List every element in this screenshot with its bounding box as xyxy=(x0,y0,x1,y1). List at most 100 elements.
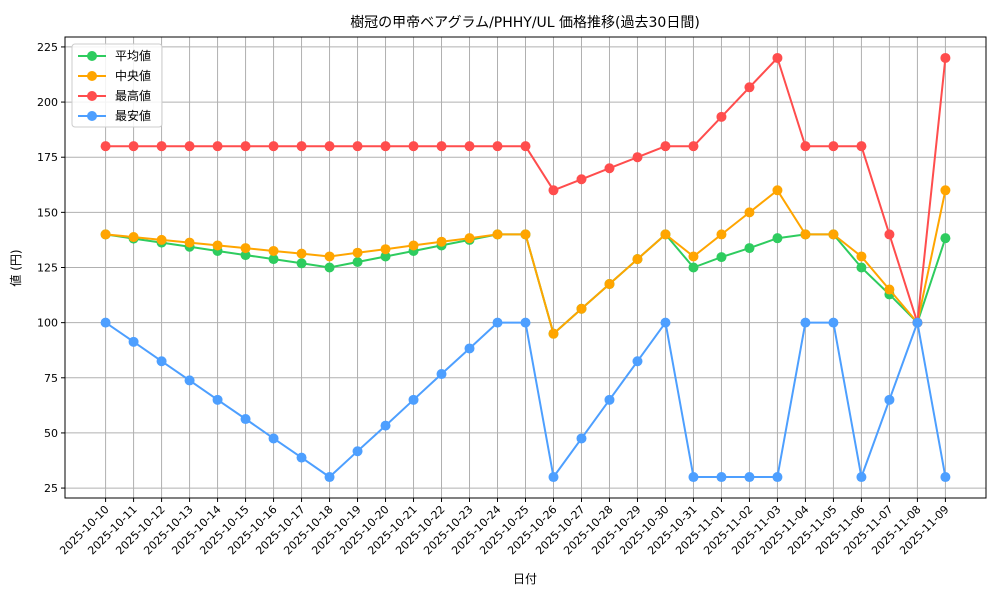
legend-item: 最安値 xyxy=(78,108,151,123)
data-point xyxy=(800,229,811,240)
y-tick-label: 175 xyxy=(37,151,58,164)
y-tick-label: 225 xyxy=(37,41,58,54)
data-point xyxy=(492,141,503,152)
data-point xyxy=(772,185,783,196)
series-3 xyxy=(100,317,951,483)
data-point xyxy=(744,82,755,93)
data-point xyxy=(464,233,475,244)
data-point xyxy=(436,236,447,247)
data-point xyxy=(940,185,951,196)
data-point xyxy=(716,252,727,263)
data-point xyxy=(464,141,475,152)
data-point xyxy=(268,254,279,265)
data-point xyxy=(688,262,699,273)
series-2 xyxy=(100,52,951,328)
data-point xyxy=(156,234,167,245)
data-point xyxy=(128,232,139,243)
data-point xyxy=(744,243,755,254)
data-point xyxy=(408,240,419,251)
data-point xyxy=(212,240,223,251)
data-point xyxy=(548,328,559,339)
data-point xyxy=(324,251,335,262)
data-point xyxy=(520,229,531,240)
data-point xyxy=(940,472,951,483)
data-point xyxy=(296,248,307,259)
data-point xyxy=(632,152,643,163)
data-point xyxy=(184,375,195,386)
data-point xyxy=(772,233,783,244)
data-point xyxy=(856,262,867,273)
chart-title: 樹冠の甲帝ベアグラム/PHHY/UL 価格推移(過去30日間) xyxy=(350,15,700,31)
data-point xyxy=(548,185,559,196)
data-point xyxy=(772,52,783,63)
data-point xyxy=(100,141,111,152)
data-point xyxy=(744,472,755,483)
data-point xyxy=(716,111,727,122)
legend-box xyxy=(71,43,163,128)
legend-label: 最高値 xyxy=(115,88,151,103)
data-point xyxy=(800,317,811,328)
legend-marker-icon xyxy=(87,91,97,101)
legend-item: 中央値 xyxy=(78,68,151,83)
data-point xyxy=(240,243,251,254)
data-point xyxy=(660,141,671,152)
y-axis-label: 値 (円) xyxy=(8,249,23,286)
data-point xyxy=(296,452,307,463)
data-point xyxy=(688,141,699,152)
data-point xyxy=(660,317,671,328)
data-point xyxy=(884,229,895,240)
data-point xyxy=(716,229,727,240)
data-point xyxy=(128,141,139,152)
data-point xyxy=(884,394,895,405)
data-point xyxy=(604,279,615,290)
y-tick-label: 25 xyxy=(44,482,58,495)
data-point xyxy=(772,472,783,483)
data-point xyxy=(632,254,643,265)
data-point xyxy=(492,229,503,240)
data-point xyxy=(380,420,391,431)
data-point xyxy=(296,258,307,269)
data-point xyxy=(268,141,279,152)
data-point xyxy=(184,237,195,248)
y-tick-label: 100 xyxy=(37,317,58,330)
data-point xyxy=(240,141,251,152)
series-lines xyxy=(100,52,951,483)
data-point xyxy=(828,141,839,152)
data-point xyxy=(576,433,587,444)
data-point xyxy=(156,141,167,152)
data-point xyxy=(576,174,587,185)
data-point xyxy=(352,446,363,457)
data-point xyxy=(128,336,139,347)
legend-marker-icon xyxy=(87,51,97,61)
legend-marker-icon xyxy=(87,71,97,81)
data-point xyxy=(828,229,839,240)
data-point xyxy=(856,472,867,483)
data-point xyxy=(660,229,671,240)
data-point xyxy=(436,369,447,380)
data-point xyxy=(912,317,923,328)
data-point xyxy=(268,433,279,444)
data-point xyxy=(156,356,167,367)
data-point xyxy=(520,141,531,152)
data-point xyxy=(184,141,195,152)
legend-marker-icon xyxy=(87,111,97,121)
data-point xyxy=(240,250,251,261)
data-point xyxy=(604,163,615,174)
legend-item: 最高値 xyxy=(78,88,151,103)
data-point xyxy=(324,141,335,152)
data-point xyxy=(604,394,615,405)
data-point xyxy=(352,247,363,258)
x-axis-ticks: 2025-10-102025-10-112025-10-122025-10-13… xyxy=(57,498,952,557)
data-point xyxy=(268,245,279,256)
data-point xyxy=(408,394,419,405)
data-point xyxy=(492,317,503,328)
data-point xyxy=(296,141,307,152)
data-point xyxy=(380,251,391,262)
y-axis-ticks: 25 50 75 100 125 150 175 200 225 xyxy=(37,41,65,495)
data-point xyxy=(828,317,839,328)
data-point xyxy=(576,303,587,314)
data-point xyxy=(688,251,699,262)
data-point xyxy=(800,141,811,152)
